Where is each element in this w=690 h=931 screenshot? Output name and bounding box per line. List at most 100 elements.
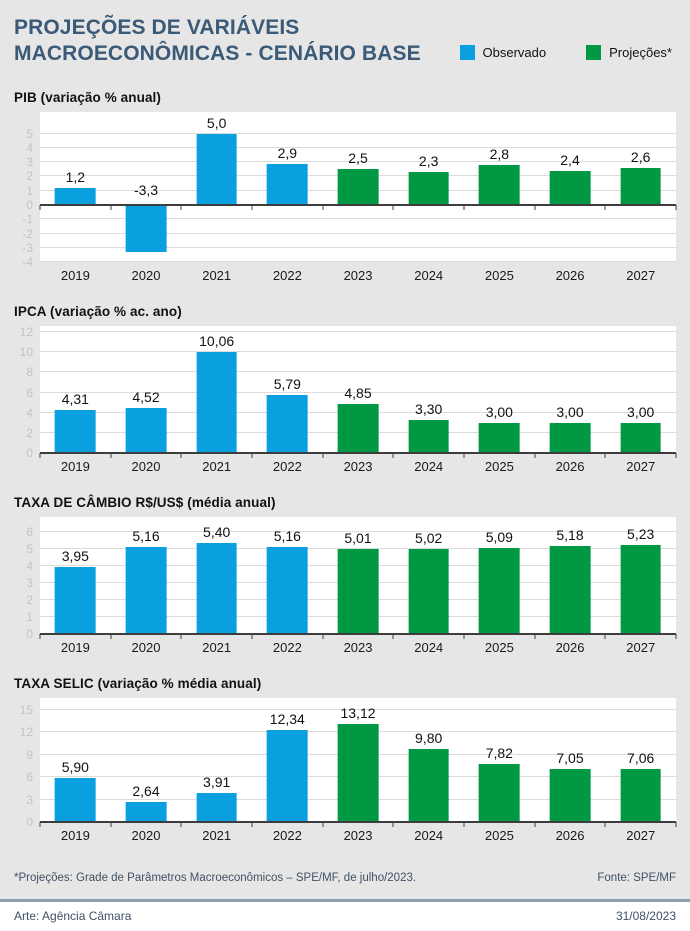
y-axis: 0 2 4 6 8 10 12 xyxy=(14,326,40,459)
chart-title: PIB (variação % anual) xyxy=(14,90,162,106)
axis-tick xyxy=(251,453,253,459)
x-tick-label: 2022 xyxy=(272,268,302,284)
chart-title: IPCA (variação % ac. ano) xyxy=(14,304,182,320)
bar-value-label: 2,5 xyxy=(348,150,368,167)
plot-area: 3,95 5,16 5,40 5,16 5,01 5,02 5,09 5,18 5,23 xyxy=(39,517,677,640)
y-tick-label: 12 xyxy=(19,725,33,740)
y-tick-label: 2 xyxy=(26,593,33,608)
axis-tick xyxy=(463,822,465,828)
bar xyxy=(408,548,450,635)
x-tick-label: 2020 xyxy=(131,268,161,284)
axis-tick xyxy=(322,204,324,210)
bar xyxy=(478,547,520,635)
x-tick-label: 2019 xyxy=(60,268,90,284)
y-tick-label: 0 xyxy=(26,446,33,461)
chart-title: TAXA SELIC (variação % média anual) xyxy=(14,676,262,692)
axis-tick xyxy=(110,453,112,459)
x-tick-label: 2027 xyxy=(626,828,656,844)
axis-tick xyxy=(322,634,324,640)
axis-tick xyxy=(180,453,182,459)
bar xyxy=(408,172,450,205)
axis-tick xyxy=(39,822,41,828)
legend-observed-label: Observado xyxy=(482,45,547,60)
bar xyxy=(54,778,96,823)
axis-tick xyxy=(251,204,253,210)
gridline xyxy=(40,161,676,163)
gridline xyxy=(40,132,676,134)
axis-tick xyxy=(392,453,394,459)
x-axis-line xyxy=(40,821,676,824)
gridline xyxy=(40,351,676,353)
bar-value-label: 3,91 xyxy=(203,773,231,790)
bar xyxy=(196,351,238,454)
footer-block: *Projeções: Grade de Parâmetros Macroeco… xyxy=(0,872,690,931)
y-tick-label: 6 xyxy=(26,385,33,400)
divider xyxy=(0,899,690,902)
x-tick-label: 2027 xyxy=(626,640,656,656)
axis-tick xyxy=(180,822,182,828)
y-tick-label: 2 xyxy=(26,169,33,184)
bar-value-label: 7,82 xyxy=(485,744,513,761)
axis-tick xyxy=(322,822,324,828)
bar xyxy=(266,394,308,454)
gridline xyxy=(40,246,676,248)
y-tick-label: -3 xyxy=(22,240,33,255)
x-tick-label: 2025 xyxy=(484,459,514,475)
bar-value-label: 2,9 xyxy=(277,144,298,161)
bar-value-label: 4,31 xyxy=(61,390,89,407)
x-tick-label: 2019 xyxy=(60,640,90,656)
x-labels: 2019 2020 2021 2022 2023 2024 2025 2026 2027 xyxy=(40,634,676,655)
bar-value-label: 2,4 xyxy=(560,151,580,168)
bar-value-label: 4,85 xyxy=(344,385,372,402)
bar xyxy=(408,748,450,823)
bar xyxy=(549,546,591,635)
x-tick-label: 2026 xyxy=(555,459,585,475)
bar-value-label: 2,6 xyxy=(630,148,651,165)
legend-projected-label: Projeções* xyxy=(609,45,672,60)
bar-value-label: 2,64 xyxy=(132,783,160,800)
x-axis-line xyxy=(40,633,676,636)
x-tick-label: 2024 xyxy=(414,828,444,844)
bar-value-label: 5,23 xyxy=(627,526,655,543)
x-labels: 2019 2020 2021 2022 2023 2024 2025 2026 2027 xyxy=(40,822,676,843)
footnote-text: *Projeções: Grade de Parâmetros Macroeco… xyxy=(14,872,417,884)
chart-section-2: IPCA (variação % ac. ano) 0 2 4 6 8 10 12 4,31 4,… xyxy=(14,304,677,475)
bar xyxy=(478,164,520,205)
y-tick-label: 0 xyxy=(26,815,33,830)
x-tick-label: 2026 xyxy=(555,828,585,844)
charts-container: PIB (variação % anual) -4 -3 -2 -1 0 1 2 3 4 5 1,2-… xyxy=(0,67,690,843)
chart-section-4: TAXA SELIC (variação % média anual) 0 3 6 9 1… xyxy=(14,676,677,843)
y-tick-label: -4 xyxy=(22,255,33,270)
bar-value-label: -3,3 xyxy=(133,181,159,198)
bar-value-label: 3,00 xyxy=(485,403,513,420)
plot-area: 5,90 2,64 3,91 12,34 13,12 9,80 7,82 7,05 7,06 xyxy=(39,698,677,828)
x-tick-label: 2020 xyxy=(131,459,161,475)
chart-title: TAXA DE CÂMBIO R$/US$ (média anual) xyxy=(14,495,276,511)
bar xyxy=(125,546,167,635)
bar xyxy=(620,545,662,635)
bar-value-label: 12,34 xyxy=(269,710,305,727)
y-tick-label: 5 xyxy=(26,126,33,141)
bar xyxy=(54,187,96,205)
bar-value-label: 4,52 xyxy=(132,388,160,405)
bar xyxy=(125,802,167,823)
gridline xyxy=(40,531,676,533)
x-tick-label: 2022 xyxy=(272,459,302,475)
x-tick-label: 2026 xyxy=(555,640,585,656)
bar xyxy=(125,407,167,454)
gridline xyxy=(40,146,676,148)
header: PROJEÇÕES DE VARIÁVEIS MACROECONÔMICAS -… xyxy=(0,0,690,67)
y-tick-label: 15 xyxy=(19,703,33,718)
x-tick-label: 2020 xyxy=(131,640,161,656)
gridline xyxy=(40,391,676,393)
axis-tick xyxy=(180,634,182,640)
axis-tick xyxy=(110,634,112,640)
bar-value-label: 3,30 xyxy=(415,400,443,417)
legend-item-projected: Projeções* xyxy=(586,45,672,60)
x-tick-label: 2025 xyxy=(484,828,514,844)
x-tick-label: 2019 xyxy=(60,828,90,844)
bar xyxy=(196,133,238,205)
y-tick-label: -2 xyxy=(22,226,33,241)
chart-body: 0 1 2 3 4 5 6 3,95 5,16 5,40 5,16 5,01 5,02 5,09 5,18 5… xyxy=(14,517,677,640)
x-tick-label: 2024 xyxy=(414,640,444,656)
